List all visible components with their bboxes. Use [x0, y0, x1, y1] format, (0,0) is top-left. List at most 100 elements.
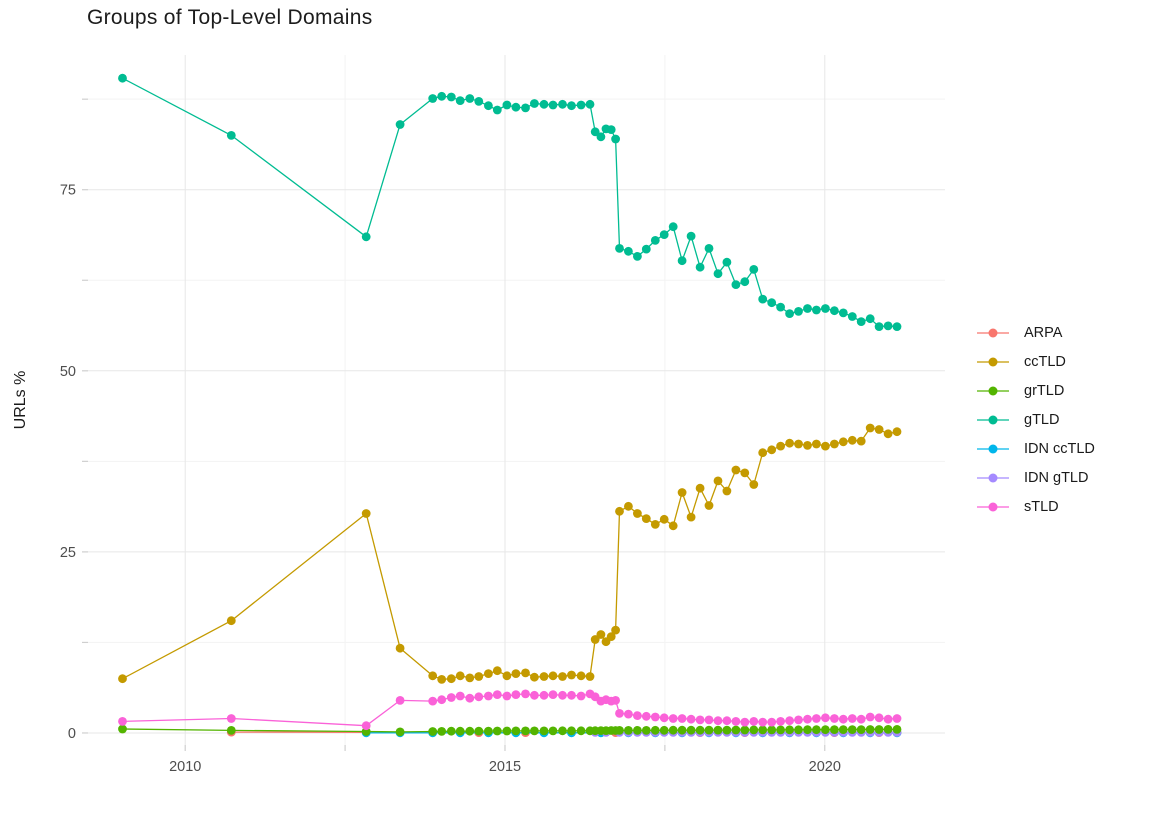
data-point-grtld — [511, 726, 521, 736]
data-point-gtld — [615, 244, 624, 253]
data-point-grtld — [883, 725, 893, 734]
data-point-cctld — [521, 668, 530, 678]
legend-key-arpa-icon — [977, 328, 1009, 337]
data-point-grtld — [548, 726, 558, 736]
data-point-grtld — [446, 726, 456, 736]
data-point-stld — [731, 717, 741, 726]
series-line-cctld — [122, 427, 898, 681]
data-point-gtld — [767, 298, 777, 308]
data-point-grtld — [428, 727, 438, 736]
data-point-cctld — [590, 635, 600, 644]
data-point-grtld — [749, 725, 759, 735]
data-point-cctld — [794, 439, 803, 449]
chart-title: Groups of Top-Level Domains — [87, 6, 373, 29]
data-point-gtld — [611, 134, 620, 144]
data-point-stld — [502, 691, 512, 701]
data-point-stld — [812, 714, 821, 723]
data-point-cctld — [758, 448, 768, 458]
data-point-cctld — [883, 429, 893, 439]
data-point-gtld — [830, 306, 839, 316]
data-point-grtld — [650, 725, 660, 735]
data-point-cctld — [838, 437, 848, 447]
data-point-cctld — [548, 671, 558, 681]
data-point-grtld — [803, 725, 812, 735]
data-point-grtld — [492, 726, 502, 736]
data-point-cctld — [767, 445, 777, 455]
data-point-cctld — [606, 632, 616, 641]
data-point-stld — [767, 717, 777, 727]
data-point-gtld — [641, 244, 651, 254]
data-point-grtld — [659, 725, 669, 735]
data-point-gtld — [812, 305, 821, 315]
data-point-stld — [558, 690, 567, 700]
legend-label-stld: sTLD — [1024, 498, 1059, 515]
data-point-cctld — [803, 441, 812, 450]
data-point-gtld — [731, 280, 741, 289]
data-point-stld — [492, 690, 502, 699]
x-tick-label: 2015 — [489, 759, 521, 775]
data-point-stld — [641, 711, 651, 721]
data-point-gtld — [758, 294, 768, 304]
data-point-gtld — [437, 91, 447, 101]
data-point-cctld — [118, 674, 127, 684]
data-point-stld — [611, 696, 620, 705]
data-point-stld — [776, 717, 785, 726]
data-point-gtld — [226, 131, 236, 140]
data-point-stld — [576, 691, 586, 701]
data-point-cctld — [361, 509, 371, 518]
data-point-cctld — [511, 669, 521, 678]
data-point-gtld — [530, 99, 539, 108]
data-point-cctld — [695, 483, 705, 493]
data-point-gtld — [794, 307, 803, 316]
data-point-stld — [548, 690, 558, 699]
data-point-grtld — [474, 726, 484, 736]
legend-key-cctld-icon — [977, 357, 1009, 366]
data-point-cctld — [731, 465, 741, 475]
data-point-cctld — [437, 675, 447, 684]
data-point-grtld — [530, 726, 539, 736]
data-point-gtld — [521, 103, 530, 113]
data-point-cctld — [596, 630, 606, 639]
data-point-cctld — [428, 671, 438, 681]
data-point-gtld — [465, 94, 475, 103]
data-point-stld — [686, 714, 696, 724]
data-point-grtld — [465, 726, 475, 736]
data-point-cctld — [847, 435, 857, 445]
data-point-gtld — [776, 302, 785, 312]
data-point-stld — [758, 717, 768, 727]
data-point-cctld — [686, 512, 696, 522]
data-point-gtld — [118, 73, 127, 83]
data-point-stld — [624, 709, 633, 719]
data-point-grtld — [624, 726, 633, 735]
x-tick-label: 2020 — [809, 759, 841, 775]
data-point-stld — [865, 712, 875, 722]
data-point-gtld — [492, 105, 502, 115]
data-point-gtld — [785, 309, 794, 318]
data-point-cctld — [677, 488, 687, 497]
data-point-cctld — [539, 672, 549, 681]
data-point-cctld — [474, 672, 484, 681]
data-point-stld — [428, 696, 438, 706]
legend-item-stld: sTLD — [975, 492, 1095, 521]
data-point-cctld — [615, 506, 624, 516]
data-point-cctld — [455, 671, 465, 681]
data-point-cctld — [226, 616, 236, 626]
data-point-gtld — [576, 100, 586, 110]
data-point-grtld — [865, 725, 875, 734]
legend-item-gtld: gTLD — [975, 405, 1095, 434]
data-point-stld — [226, 714, 236, 723]
data-point-stld — [740, 717, 750, 727]
data-point-stld — [511, 690, 521, 699]
data-point-grtld — [558, 726, 567, 736]
data-point-stld — [361, 721, 371, 731]
data-point-grtld — [776, 725, 785, 735]
data-point-gtld — [856, 317, 866, 326]
data-point-stld — [484, 691, 493, 701]
data-point-stld — [395, 696, 405, 705]
data-point-stld — [856, 714, 866, 724]
data-point-stld — [892, 714, 902, 723]
data-point-gtld — [428, 94, 438, 103]
data-point-gtld — [668, 222, 678, 232]
